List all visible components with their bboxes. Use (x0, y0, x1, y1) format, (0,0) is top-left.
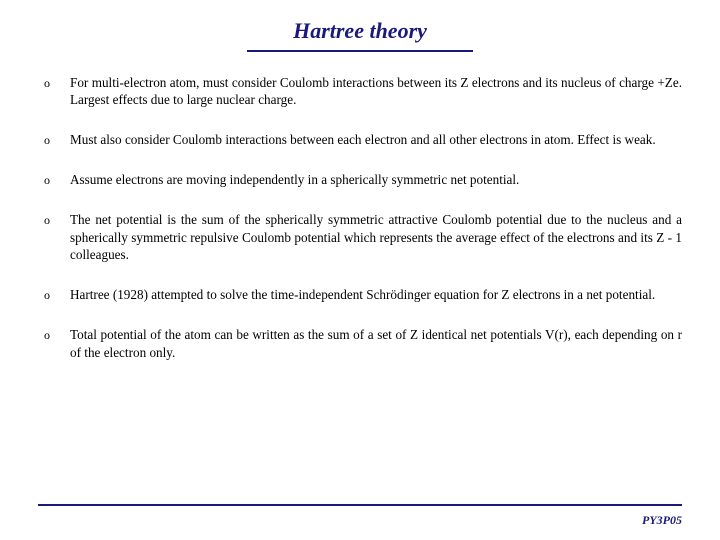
bullet-text: Hartree (1928) attempted to solve the ti… (70, 286, 682, 304)
footer-divider (38, 504, 682, 506)
list-item: o Hartree (1928) attempted to solve the … (44, 286, 682, 304)
list-item: o For multi-electron atom, must consider… (44, 74, 682, 110)
slide-title: Hartree theory (38, 18, 682, 44)
bullet-text: Assume electrons are moving independentl… (70, 171, 682, 189)
slide-container: Hartree theory o For multi-electron atom… (0, 0, 720, 540)
title-underline (247, 50, 473, 52)
bullet-text: Must also consider Coulomb interactions … (70, 131, 682, 149)
bullet-marker: o (44, 171, 70, 188)
bullet-marker: o (44, 286, 70, 303)
list-item: o Assume electrons are moving independen… (44, 171, 682, 189)
list-item: o Must also consider Coulomb interaction… (44, 131, 682, 149)
bullet-list: o For multi-electron atom, must consider… (38, 74, 682, 362)
bullet-marker: o (44, 211, 70, 228)
list-item: o Total potential of the atom can be wri… (44, 326, 682, 362)
bullet-marker: o (44, 326, 70, 343)
footer-label: PY3P05 (642, 513, 682, 528)
list-item: o The net potential is the sum of the sp… (44, 211, 682, 264)
bullet-text: Total potential of the atom can be writt… (70, 326, 682, 362)
bullet-marker: o (44, 74, 70, 91)
bullet-text: The net potential is the sum of the sphe… (70, 211, 682, 264)
bullet-marker: o (44, 131, 70, 148)
bullet-text: For multi-electron atom, must consider C… (70, 74, 682, 110)
